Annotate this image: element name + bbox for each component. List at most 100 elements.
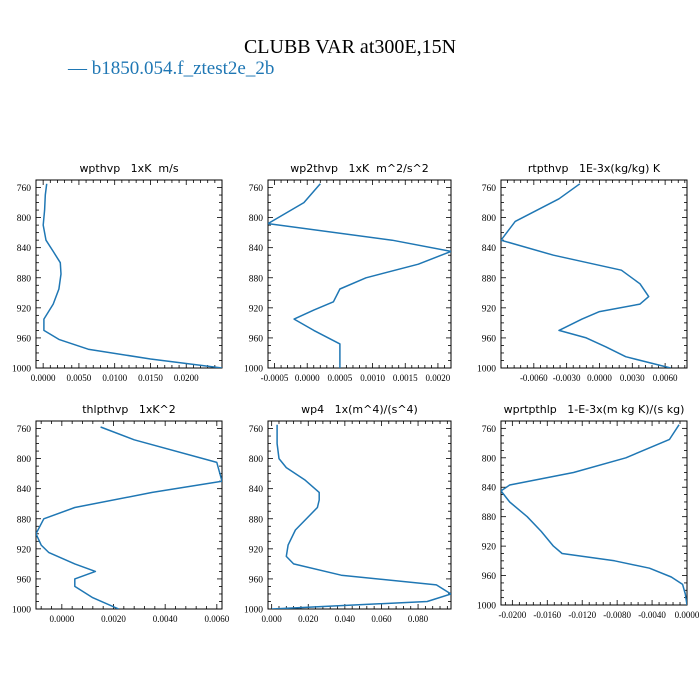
series-line <box>268 183 451 368</box>
y-tick-label: 1000 <box>12 365 31 375</box>
panel-title: thlpthvp 1xK^2 <box>82 403 176 416</box>
plot-frame <box>500 420 688 606</box>
y-tick-label: 960 <box>17 575 32 585</box>
x-tick-label: -0.0120 <box>568 610 596 620</box>
panel-title: wp2thvp 1xK m^2/s^2 <box>290 162 429 175</box>
y-tick-label: 840 <box>249 244 264 254</box>
y-tick-label: 960 <box>249 334 264 344</box>
panel-title: wprtpthlp 1-E-3x(m kg K)/(s kg) <box>504 403 685 416</box>
y-tick-label: 800 <box>17 214 32 224</box>
y-tick-label: 880 <box>17 515 32 525</box>
x-tick-label: -0.0060 <box>520 373 548 383</box>
x-tick-label: 0.0100 <box>102 373 127 383</box>
y-tick-label: 920 <box>17 304 32 314</box>
panel-title: wpthvp 1xK m/s <box>79 162 178 175</box>
y-tick-label: 840 <box>482 244 497 254</box>
y-tick-label: 800 <box>482 454 497 464</box>
y-tick-label: 1000 <box>244 365 263 375</box>
x-tick-label: -0.0080 <box>603 610 631 620</box>
y-tick-label: 760 <box>17 184 32 194</box>
panel-4: thlpthvp 1xK^2 760 800 840 880 920 960 1000 0.00… <box>12 403 230 624</box>
x-tick-label: 0.0150 <box>138 373 163 383</box>
y-tick-label: 1000 <box>244 606 263 616</box>
x-tick-label: 0.0050 <box>67 373 92 383</box>
panel-title: wp4 1x(m^4)/(s^4) <box>301 403 418 416</box>
x-tick-label: 0.000 <box>262 614 283 624</box>
x-tick-label: 0.0200 <box>174 373 199 383</box>
y-tick-label: 800 <box>249 214 264 224</box>
legend-series-label: b1850.054.f_ztest2e_2b <box>91 58 275 79</box>
y-tick-label: 760 <box>17 425 32 435</box>
x-tick-label: 0.0000 <box>49 614 74 624</box>
x-tick-label: -0.0200 <box>498 610 526 620</box>
x-tick-label: 0.0060 <box>204 614 229 624</box>
y-tick-label: 880 <box>249 274 264 284</box>
x-tick-label: 0.040 <box>335 614 356 624</box>
y-tick-label: 840 <box>249 485 264 495</box>
y-tick-label: 920 <box>482 543 497 553</box>
x-tick-label: 0.0040 <box>153 614 178 624</box>
x-tick-label: -0.0030 <box>553 373 581 383</box>
series-line <box>42 183 222 368</box>
x-tick-label: 0.080 <box>408 614 429 624</box>
y-tick-label: 760 <box>482 425 497 435</box>
y-tick-label: 960 <box>249 575 264 585</box>
x-tick-label: -0.0005 <box>261 373 289 383</box>
legend-line-marker: — <box>68 58 87 79</box>
x-tick-label: 0.0030 <box>620 373 645 383</box>
y-tick-label: 840 <box>17 244 32 254</box>
x-tick-label: 0.020 <box>298 614 319 624</box>
panel-2: wp2thvp 1xK m^2/s^2 760 800 840 880 920 960 100… <box>244 162 452 383</box>
y-tick-label: 800 <box>17 455 32 465</box>
plot-frame <box>500 179 688 369</box>
y-tick-label: 920 <box>17 545 32 555</box>
y-tick-label: 880 <box>17 274 32 284</box>
x-tick-label: -0.0040 <box>638 610 666 620</box>
y-tick-label: 1000 <box>477 602 496 612</box>
y-tick-label: 1000 <box>477 365 496 375</box>
series-line <box>501 424 687 605</box>
y-tick-label: 920 <box>249 304 264 314</box>
x-tick-label: -0.0160 <box>533 610 561 620</box>
plot-frame <box>267 420 452 610</box>
x-tick-label: 0.0020 <box>101 614 126 624</box>
x-tick-label: 0.0020 <box>426 373 451 383</box>
y-tick-label: 880 <box>482 274 497 284</box>
y-tick-label: 760 <box>482 184 497 194</box>
panel-5: wp4 1x(m^4)/(s^4)76080084088092096010000… <box>244 403 452 624</box>
x-tick-label: 0.0000 <box>31 373 56 383</box>
panel-title: rtpthvp 1E-3x(kg/kg) K <box>528 162 661 175</box>
x-tick-label: 0.0000 <box>675 610 700 620</box>
y-tick-label: 840 <box>17 485 32 495</box>
panel-1: wpthvp 1xK m/s76080084088092096010000.00… <box>12 162 223 383</box>
y-tick-label: 800 <box>249 455 264 465</box>
y-tick-label: 880 <box>482 513 497 523</box>
y-tick-label: 760 <box>249 425 264 435</box>
y-tick-label: 880 <box>249 515 264 525</box>
y-tick-label: 960 <box>482 572 497 582</box>
x-tick-label: 0.0015 <box>393 373 418 383</box>
y-tick-label: 960 <box>17 334 32 344</box>
legend: — b1850.054.f_ztest2e_2b <box>68 58 274 80</box>
x-tick-label: 0.0010 <box>360 373 385 383</box>
series-line <box>271 424 451 609</box>
y-tick-label: 840 <box>482 484 497 494</box>
series-line <box>501 183 671 368</box>
x-tick-label: 0.060 <box>371 614 392 624</box>
plot-frame <box>35 420 223 610</box>
y-tick-label: 800 <box>482 214 497 224</box>
x-tick-label: 0.0060 <box>653 373 678 383</box>
y-tick-label: 960 <box>482 334 497 344</box>
x-tick-label: 0.0000 <box>587 373 612 383</box>
plot-frame <box>35 179 223 369</box>
page-title: CLUBB VAR at300E,15N <box>243 36 457 58</box>
y-tick-label: 1000 <box>12 606 31 616</box>
series-line <box>36 426 222 609</box>
y-tick-label: 920 <box>249 545 264 555</box>
y-tick-label: 920 <box>482 304 497 314</box>
x-tick-label: 0.0005 <box>328 373 353 383</box>
x-tick-label: 0.0000 <box>295 373 320 383</box>
y-tick-label: 760 <box>249 184 264 194</box>
panel-3: rtpthvp 1E-3x(kg/kg) K 760 800 840 880 920 960… <box>477 162 688 383</box>
